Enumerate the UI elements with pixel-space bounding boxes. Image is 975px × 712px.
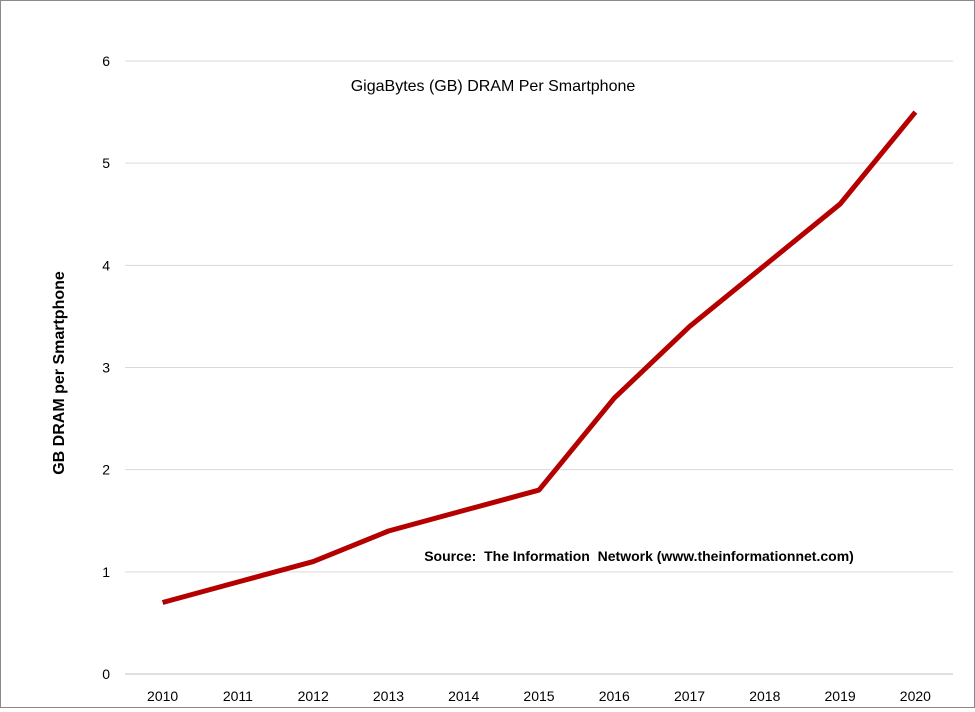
data-point bbox=[386, 528, 391, 533]
series-layer bbox=[160, 110, 918, 605]
x-tick-label: 2020 bbox=[900, 688, 931, 704]
x-tick-label: 2016 bbox=[599, 688, 630, 704]
y-axis-label: GB DRAM per Smartphone bbox=[51, 271, 68, 475]
y-tick-label: 6 bbox=[102, 53, 110, 69]
x-tick-label: 2015 bbox=[523, 688, 554, 704]
y-tick-label: 3 bbox=[102, 360, 110, 376]
data-point bbox=[687, 324, 692, 329]
x-tick-label: 2010 bbox=[147, 688, 178, 704]
chart-title: GigaBytes (GB) DRAM Per Smartphone bbox=[351, 78, 636, 95]
x-axis-ticks: 2010 2011 2012 2013 2014 2015 2016 2017 2018 2019… bbox=[147, 688, 931, 704]
data-point bbox=[913, 110, 918, 115]
x-tick-label: 2011 bbox=[223, 688, 253, 704]
y-tick-label: 0 bbox=[102, 666, 110, 682]
x-tick-label: 2012 bbox=[298, 688, 329, 704]
y-axis-ticks: 0 1 2 3 4 5 6 bbox=[102, 53, 110, 682]
data-point bbox=[461, 508, 466, 513]
x-tick-label: 2019 bbox=[825, 688, 856, 704]
series-line bbox=[161, 110, 918, 605]
x-tick-label: 2013 bbox=[373, 688, 404, 704]
data-point bbox=[838, 202, 843, 207]
y-tick-label: 5 bbox=[102, 155, 110, 171]
y-tick-label: 4 bbox=[102, 257, 110, 273]
x-tick-label: 2017 bbox=[674, 688, 705, 704]
data-point bbox=[160, 600, 165, 605]
data-point bbox=[311, 559, 316, 564]
data-point bbox=[235, 580, 240, 585]
gridlines bbox=[125, 60, 953, 675]
data-point bbox=[762, 263, 767, 268]
source-annotation: Source: The Information Network (www.the… bbox=[424, 548, 854, 564]
y-tick-label: 2 bbox=[102, 462, 110, 478]
data-point bbox=[612, 396, 617, 401]
data-point bbox=[537, 488, 542, 493]
y-tick-label: 1 bbox=[102, 564, 110, 580]
x-tick-label: 2014 bbox=[448, 688, 479, 704]
x-tick-label: 2018 bbox=[749, 688, 780, 704]
